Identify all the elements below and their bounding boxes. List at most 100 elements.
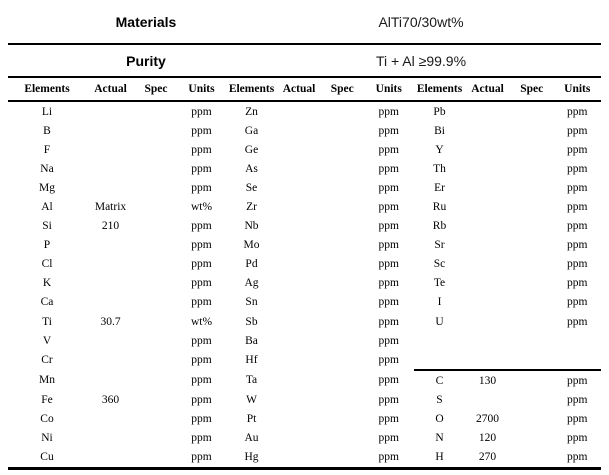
element-cell: Sc — [433, 258, 446, 271]
spec-cell — [135, 159, 177, 178]
actual-cell — [86, 370, 135, 390]
spec-cell — [135, 236, 177, 255]
element-cell: Nb — [244, 220, 259, 233]
element-cell: Ta — [245, 374, 258, 387]
element-cell: Se — [245, 181, 258, 194]
actual-cell — [465, 217, 510, 236]
col-header-actual-group2: Actual — [282, 83, 316, 95]
actual-cell — [465, 255, 510, 274]
spec-cell — [321, 140, 364, 159]
actual-cell: 30.7 — [100, 315, 121, 328]
table-row: Cl ppm Pd ppm Sc ppm — [8, 255, 601, 274]
units-cell: ppm — [191, 451, 212, 464]
element-cell: F — [43, 143, 51, 156]
actual-cell: 130 — [465, 369, 510, 391]
element-cell: Sr — [434, 239, 445, 252]
units-cell: ppm — [378, 334, 399, 347]
table-row: Co ppm Pt ppm O 2700 ppm — [8, 410, 601, 429]
spec-cell — [321, 217, 364, 236]
spec-cell — [135, 101, 177, 121]
units-cell: ppm — [378, 124, 399, 137]
spec-cell — [510, 217, 554, 236]
spec-cell — [135, 448, 177, 469]
units-cell: ppm — [191, 258, 212, 271]
spec-cell — [135, 350, 177, 370]
actual-cell: 210 — [101, 220, 120, 233]
spec-cell — [510, 369, 554, 391]
actual-cell — [277, 121, 321, 140]
element-cell: Si — [42, 220, 52, 233]
table-row: Mg ppm Se ppm Er ppm — [8, 178, 601, 197]
spec-cell — [321, 429, 364, 448]
units-cell: ppm — [378, 258, 399, 271]
actual-cell — [86, 350, 135, 370]
actual-cell: 2700 — [476, 413, 499, 426]
spec-cell — [510, 101, 554, 121]
element-cell: Pb — [433, 105, 446, 118]
spec-cell — [135, 331, 177, 350]
units-cell: ppm — [191, 277, 212, 290]
units-cell: ppm — [567, 124, 588, 137]
spec-cell — [135, 255, 177, 274]
element-cell: As — [245, 162, 258, 175]
col-header-spec-group2: Spec — [330, 83, 354, 95]
units-cell: ppm — [553, 369, 601, 391]
col-header-element-group3: Elements — [416, 83, 463, 95]
table-row: Li ppm Zn ppm Pb ppm — [8, 101, 601, 121]
units-cell: ppm — [378, 413, 399, 426]
spec-cell — [321, 178, 364, 197]
units-cell: ppm — [567, 277, 588, 290]
element-cell: W — [246, 393, 257, 406]
units-cell: wt% — [190, 201, 213, 214]
units-cell: ppm — [191, 239, 212, 252]
element-cell: Cl — [41, 258, 53, 271]
actual-cell: Matrix — [94, 201, 127, 214]
spec-cell — [510, 178, 554, 197]
spec-cell — [510, 140, 554, 159]
spec-cell — [510, 197, 554, 216]
units-cell: ppm — [567, 432, 588, 445]
actual-cell — [277, 274, 321, 293]
table-row: Cu ppm Hg ppm H 270 ppm — [8, 448, 601, 469]
spec-cell — [135, 410, 177, 429]
actual-cell — [86, 293, 135, 312]
spec-cell — [321, 236, 364, 255]
actual-cell — [86, 159, 135, 178]
actual-cell — [277, 159, 321, 178]
units-cell: ppm — [567, 220, 588, 233]
spec-cell — [321, 274, 364, 293]
element-cell: Zr — [246, 201, 257, 214]
units-cell: wt% — [190, 315, 213, 328]
actual-cell — [465, 140, 510, 159]
units-cell: ppm — [567, 239, 588, 252]
spec-cell — [510, 429, 554, 448]
actual-cell — [86, 101, 135, 121]
units-cell: ppm — [191, 124, 212, 137]
units-cell: ppm — [191, 220, 212, 233]
actual-cell — [277, 217, 321, 236]
units-cell: ppm — [567, 105, 588, 118]
element-cell: Zn — [245, 105, 258, 118]
actual-cell — [465, 236, 510, 255]
actual-cell — [277, 101, 321, 121]
spec-cell — [135, 390, 177, 409]
actual-cell — [277, 197, 321, 216]
units-cell: ppm — [378, 374, 399, 387]
element-cell — [414, 350, 465, 370]
actual-cell — [465, 274, 510, 293]
element-cell: Ag — [244, 277, 259, 290]
actual-cell — [86, 331, 135, 350]
spec-cell — [321, 121, 364, 140]
spec-cell — [321, 448, 364, 469]
spec-cell — [135, 370, 177, 390]
units-cell: ppm — [191, 432, 212, 445]
element-cell: C — [414, 369, 465, 391]
actual-cell — [277, 370, 321, 390]
units-cell: ppm — [191, 143, 212, 156]
column-header-row: Elements Actual Spec Units Elements Actual Spe… — [8, 78, 601, 101]
col-header-units-group2: Units — [375, 83, 402, 95]
units-cell: ppm — [567, 143, 588, 156]
actual-cell — [465, 178, 510, 197]
